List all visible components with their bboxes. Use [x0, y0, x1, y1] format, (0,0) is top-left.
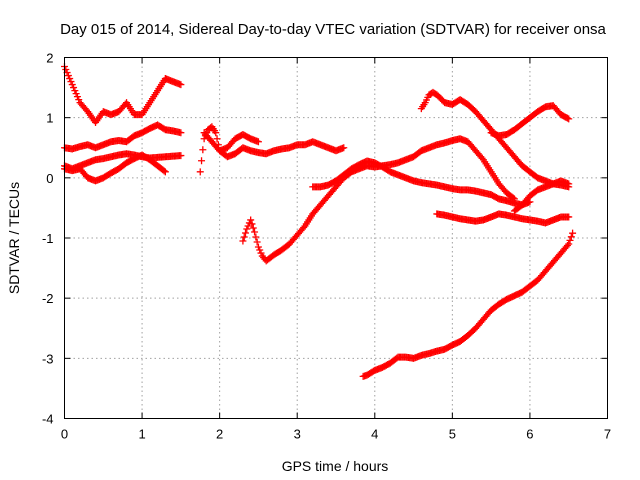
data-point-marker — [254, 138, 262, 146]
y-tick-label: -3 — [42, 351, 54, 366]
data-series-13 — [359, 229, 577, 380]
data-point-marker — [249, 224, 257, 232]
data-point-marker — [67, 78, 75, 86]
data-point-marker — [177, 129, 185, 137]
x-tick-label: 5 — [449, 427, 456, 442]
data-point-marker — [177, 152, 185, 160]
data-point-marker — [244, 222, 252, 230]
x-tick-label: 6 — [526, 427, 533, 442]
data-series-2 — [61, 121, 185, 153]
data-point-marker — [199, 146, 207, 154]
data-point-marker — [566, 236, 574, 244]
data-point-marker — [73, 93, 81, 101]
data-point-marker — [177, 81, 185, 89]
y-tick-label: 1 — [46, 111, 53, 126]
data-point-marker — [247, 216, 255, 224]
y-tick-label: -4 — [42, 412, 54, 427]
data-point-marker — [243, 225, 251, 233]
data-series-4 — [61, 151, 169, 185]
data-point-marker — [257, 249, 265, 257]
data-series-11 — [433, 210, 573, 227]
chart-title: Day 015 of 2014, Sidereal Day-to-day VTE… — [60, 21, 606, 38]
x-tick-label: 3 — [294, 427, 301, 442]
data-point-marker — [253, 238, 261, 246]
data-point-marker — [563, 242, 571, 250]
data-point-marker — [62, 66, 70, 74]
data-point-marker — [248, 220, 256, 228]
data-point-marker — [198, 157, 206, 165]
data-point-marker — [565, 240, 573, 248]
data-point-marker — [242, 229, 249, 237]
y-axis-label: SDTVAR / TECUs — [6, 182, 22, 294]
x-tick-label: 0 — [61, 427, 68, 442]
x-axis-label: GPS time / hours — [282, 458, 389, 474]
x-tick-label: 7 — [604, 427, 611, 442]
y-tick-label: 0 — [46, 171, 53, 186]
data-point-marker — [251, 228, 259, 236]
data-point-marker — [75, 96, 83, 104]
data-series-6 — [200, 129, 262, 155]
data-point-marker — [213, 135, 221, 143]
data-point-marker — [563, 114, 571, 122]
data-point-marker — [196, 168, 204, 176]
plot-frame — [64, 57, 608, 419]
data-point-marker — [569, 229, 577, 237]
data-series-8 — [309, 157, 534, 209]
data-series-5 — [196, 123, 348, 176]
y-tick-label: -2 — [42, 291, 54, 306]
x-tick-label: 2 — [216, 427, 223, 442]
data-series-12 — [510, 177, 573, 215]
data-point-marker — [161, 168, 169, 176]
data-point-marker — [252, 233, 260, 241]
data-point-marker — [64, 72, 72, 80]
x-tick-label: 1 — [138, 427, 145, 442]
data-point-marker — [478, 154, 486, 162]
data-series-1 — [61, 63, 185, 126]
data-point-marker — [256, 246, 264, 254]
data-point-marker — [72, 90, 80, 98]
data-point-marker — [565, 213, 573, 221]
data-point-marker — [254, 243, 262, 251]
data-point-marker — [239, 237, 247, 245]
data-points — [61, 63, 577, 380]
y-tick-label: -1 — [42, 231, 54, 246]
y-tick-label: 2 — [46, 51, 53, 66]
data-series-10 — [487, 102, 573, 140]
data-point-marker — [565, 180, 573, 188]
data-point-marker — [66, 75, 74, 83]
x-tick-label: 4 — [371, 427, 378, 442]
data-point-marker — [300, 223, 308, 231]
data-point-marker — [71, 87, 79, 95]
data-point-marker — [340, 144, 348, 152]
data-point-marker — [70, 84, 78, 92]
data-point-marker — [68, 81, 76, 89]
data-point-marker — [567, 233, 575, 241]
data-point-marker — [160, 167, 168, 175]
data-point-marker — [212, 129, 220, 137]
data-point-marker — [240, 233, 248, 241]
data-point-marker — [565, 115, 573, 123]
